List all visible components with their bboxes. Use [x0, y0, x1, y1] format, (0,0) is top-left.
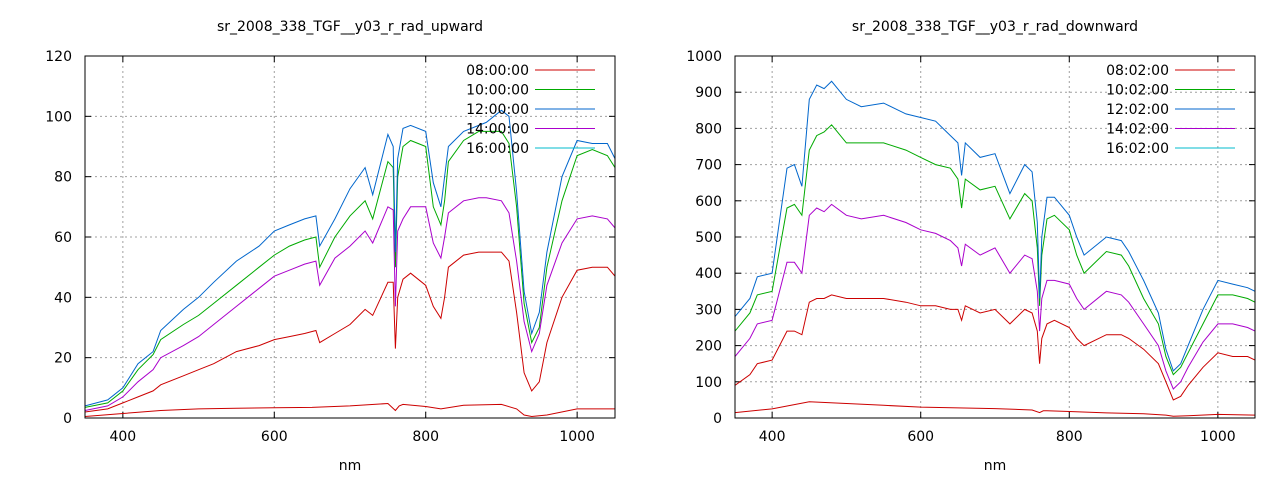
x-tick-label: 800 — [412, 429, 439, 445]
y-tick-label: 200 — [695, 339, 722, 355]
x-tick-label: 400 — [109, 429, 136, 445]
y-tick-label: 700 — [695, 158, 722, 174]
chart-title: sr_2008_338_TGF__y03_r_rad_downward — [852, 19, 1138, 35]
x-axis-label: nm — [984, 458, 1007, 474]
x-tick-label: 400 — [759, 429, 786, 445]
y-tick-label: 600 — [695, 194, 722, 210]
series-line-100200 — [735, 124, 1255, 376]
chart-title: sr_2008_338_TGF__y03_r_rad_upward — [217, 19, 483, 35]
y-tick-label: 0 — [63, 411, 72, 427]
series-line-140000 — [85, 197, 615, 411]
y-tick-label: 100 — [695, 375, 722, 391]
x-tick-label: 1000 — [559, 429, 595, 445]
series-line-120000 — [85, 109, 615, 407]
series-line-unlabeled — [735, 294, 1255, 401]
y-tick-label: 800 — [695, 121, 722, 137]
y-tick-label: 400 — [695, 266, 722, 282]
x-tick-label: 600 — [907, 429, 934, 445]
y-tick-label: 60 — [54, 230, 72, 246]
legend-label: 12:00:00 — [466, 102, 529, 118]
plot-frame — [734, 55, 1256, 419]
series-group — [85, 109, 615, 418]
x-axis-label: nm — [339, 458, 362, 474]
y-tick-label: 0 — [713, 411, 722, 427]
legend-label: 14:02:00 — [1106, 122, 1169, 138]
series-line-100000 — [85, 130, 615, 408]
series-line-080000 — [85, 402, 615, 418]
legend-label: 14:00:00 — [466, 122, 529, 138]
x-tick-label: 600 — [261, 429, 288, 445]
legend-label: 16:02:00 — [1106, 141, 1169, 157]
legend-label: 10:02:00 — [1106, 83, 1169, 99]
legend-label: 12:02:00 — [1106, 102, 1169, 118]
y-tick-label: 40 — [54, 290, 72, 306]
series-line-unlabeled — [85, 251, 615, 413]
plot-frame — [84, 55, 616, 419]
series-line-140200 — [735, 203, 1255, 390]
y-tick-label: 900 — [695, 85, 722, 101]
legend-label: 10:00:00 — [466, 83, 529, 99]
y-tick-label: 1000 — [686, 49, 722, 65]
series-group — [735, 80, 1255, 417]
x-tick-label: 1000 — [1200, 429, 1236, 445]
legend-label: 08:02:00 — [1106, 63, 1169, 79]
chart-2: sr_2008_338_TGF__y03_r_rad_downward 400 60… — [686, 19, 1256, 474]
x-tick-label: 800 — [1056, 429, 1083, 445]
legend-label: 16:00:00 — [466, 141, 529, 157]
legend-label: 08:00:00 — [466, 63, 529, 79]
y-tick-label: 500 — [695, 230, 722, 246]
y-tick-label: 300 — [695, 302, 722, 318]
y-tick-label: 20 — [54, 351, 72, 367]
y-tick-label: 120 — [45, 49, 72, 65]
series-line-080200 — [735, 401, 1255, 417]
y-tick-label: 100 — [45, 109, 72, 125]
series-line-120200 — [735, 80, 1255, 372]
y-tick-label: 80 — [54, 170, 72, 186]
